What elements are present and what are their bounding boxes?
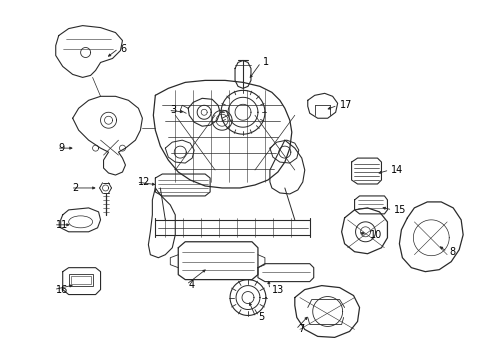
Text: 6: 6 (121, 44, 126, 54)
Text: 9: 9 (59, 143, 65, 153)
Text: 15: 15 (394, 205, 407, 215)
Text: 2: 2 (73, 183, 79, 193)
Text: 8: 8 (449, 247, 455, 257)
Text: 17: 17 (340, 100, 352, 110)
Text: 4: 4 (188, 280, 195, 289)
Bar (69, 274, 93, 285)
Text: 1: 1 (263, 58, 269, 67)
Text: 3: 3 (171, 105, 176, 115)
Text: 14: 14 (392, 165, 404, 175)
Bar (71, 276, 91, 284)
Text: 16: 16 (56, 284, 68, 294)
Text: 13: 13 (272, 284, 284, 294)
Text: 12: 12 (138, 177, 151, 187)
Text: 7: 7 (298, 324, 304, 334)
Text: 11: 11 (56, 220, 68, 230)
Text: 5: 5 (258, 312, 264, 323)
Text: 10: 10 (369, 230, 382, 240)
